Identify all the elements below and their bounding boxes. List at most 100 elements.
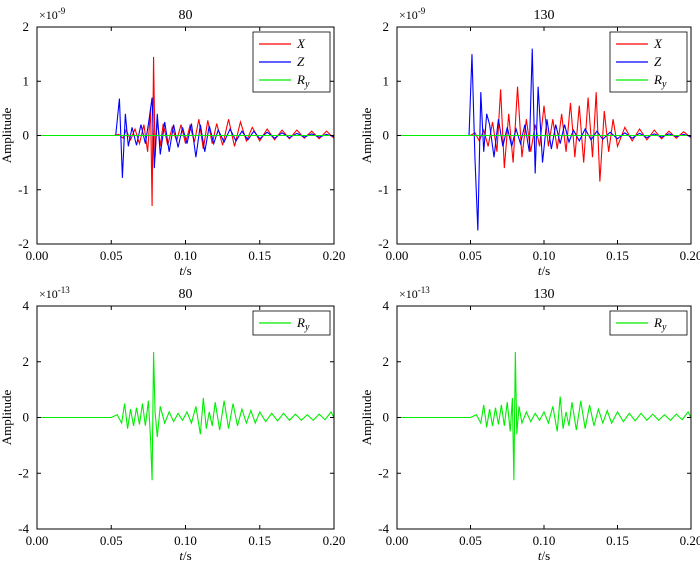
x-tick-label: 0.15 [248,533,271,548]
chart-title: 130 [534,8,555,23]
x-tick-label: 0.00 [386,248,409,263]
legend-label-1: Ry [653,315,667,333]
axis-multiplier-base: ×10 [399,287,418,301]
legend-label-subscript: y [304,79,310,90]
legend-label-name: R [653,315,662,330]
legend-label-1: Ry [296,315,310,333]
y-tick-label: -2 [378,236,389,251]
x-tick-label: 0.05 [459,248,482,263]
y-axis-label: Amplitude [359,107,374,163]
legend-label-2: Z [654,54,662,69]
x-axis-label-symbol: t [179,263,183,278]
series-line-1 [397,86,691,182]
x-axis-label-symbol: t [538,263,542,278]
legend-label-name: R [296,315,305,330]
x-tick-label: 0.20 [323,248,346,263]
y-tick-label: -1 [18,182,29,197]
x-axis-label-unit: /s [183,263,192,278]
y-tick-label: 1 [23,73,30,88]
x-tick-label: 0.20 [680,248,700,263]
y-tick-label: 4 [383,298,390,313]
chart-title: 130 [534,287,555,302]
axis-multiplier: ×10-13 [39,285,70,301]
y-tick-label: 0 [383,128,390,143]
y-tick-label: -4 [378,521,389,536]
axis-multiplier: ×10-9 [39,6,66,22]
y-tick-label: 1 [383,73,390,88]
x-axis-label-unit: /s [183,548,192,562]
axis-multiplier-base: ×10 [39,287,58,301]
x-tick-label: 0.10 [533,533,556,548]
legend-label-name: Z [654,54,662,69]
x-tick-label: 0.15 [248,248,271,263]
axis-multiplier-exponent: -9 [418,6,426,16]
legend-label-name: X [296,36,306,51]
chart-panel-2: 0.00 0.05 0.10 0.15 0.20 -2 -1 0 1 2 ×10-9 130 Ampli… [359,6,700,278]
x-tick-label: 0.05 [100,248,123,263]
y-axis-label: Amplitude [0,389,14,445]
legend-label-name: R [653,72,662,87]
x-axis-label-symbol: t [179,548,183,562]
legend-label-3: Ry [296,72,310,90]
x-tick-label: 0.10 [174,533,197,548]
y-tick-label: 0 [383,410,390,425]
x-axis-label-symbol: t [538,548,542,562]
x-axis-label: t/s [179,263,191,278]
x-axis-label-unit: /s [541,263,550,278]
legend-label-name: X [653,36,663,51]
x-tick-label: 0.00 [26,533,49,548]
legend-label-1: X [296,36,306,51]
legend-label-subscript: y [304,322,310,333]
legend: Ry [252,310,331,336]
axis-multiplier-base: ×10 [399,8,418,22]
x-axis-label: t/s [538,263,550,278]
legend: Ry [609,310,688,336]
legend-label-1: X [653,36,663,51]
y-tick-label: 0 [23,128,30,143]
x-tick-label: 0.05 [100,533,123,548]
axis-multiplier-exponent: -9 [58,6,66,16]
y-tick-label: -2 [18,465,29,480]
series-line-1 [37,351,334,481]
legend-label-2: Z [297,54,305,69]
x-axis-label: t/s [538,548,550,562]
y-tick-label: -2 [378,465,389,480]
y-axis-label: Amplitude [0,107,14,163]
legend-label-name: Z [297,54,305,69]
x-tick-label: 0.10 [174,248,197,263]
y-tick-label: 0 [23,410,30,425]
y-tick-label: -2 [18,236,29,251]
y-tick-label: -4 [18,521,29,536]
axis-multiplier-base: ×10 [39,8,58,22]
axis-multiplier: ×10-9 [399,6,426,22]
legend-label-name: R [296,72,305,87]
axis-multiplier-exponent: -13 [58,285,70,295]
x-tick-label: 0.05 [459,533,482,548]
axis-multiplier: ×10-13 [399,285,430,301]
axis-multiplier-exponent: -13 [418,285,430,295]
chart-title: 80 [179,287,193,302]
y-tick-label: 2 [23,354,30,369]
x-tick-label: 0.15 [606,533,629,548]
x-axis-label: t/s [179,548,191,562]
y-tick-label: 2 [383,354,390,369]
y-tick-label: 2 [23,19,30,34]
x-tick-label: 0.10 [533,248,556,263]
y-tick-label: 4 [23,298,30,313]
legend-label-3: Ry [653,72,667,90]
chart-panel-1: 0.00 0.05 0.10 0.15 0.20 -2 -1 0 1 2 ×10-9 80 Amplit… [0,6,345,278]
y-tick-label: 2 [383,19,390,34]
x-tick-label: 0.00 [386,533,409,548]
series-line-1 [397,351,691,481]
x-tick-label: 0.00 [26,248,49,263]
x-tick-label: 0.20 [680,533,700,548]
x-tick-label: 0.15 [606,248,629,263]
x-tick-label: 0.20 [323,533,346,548]
y-axis-label: Amplitude [359,389,374,445]
chart-title: 80 [179,8,193,23]
x-axis-label-unit: /s [541,548,550,562]
legend-label-subscript: y [661,79,667,90]
y-tick-label: -1 [378,182,389,197]
